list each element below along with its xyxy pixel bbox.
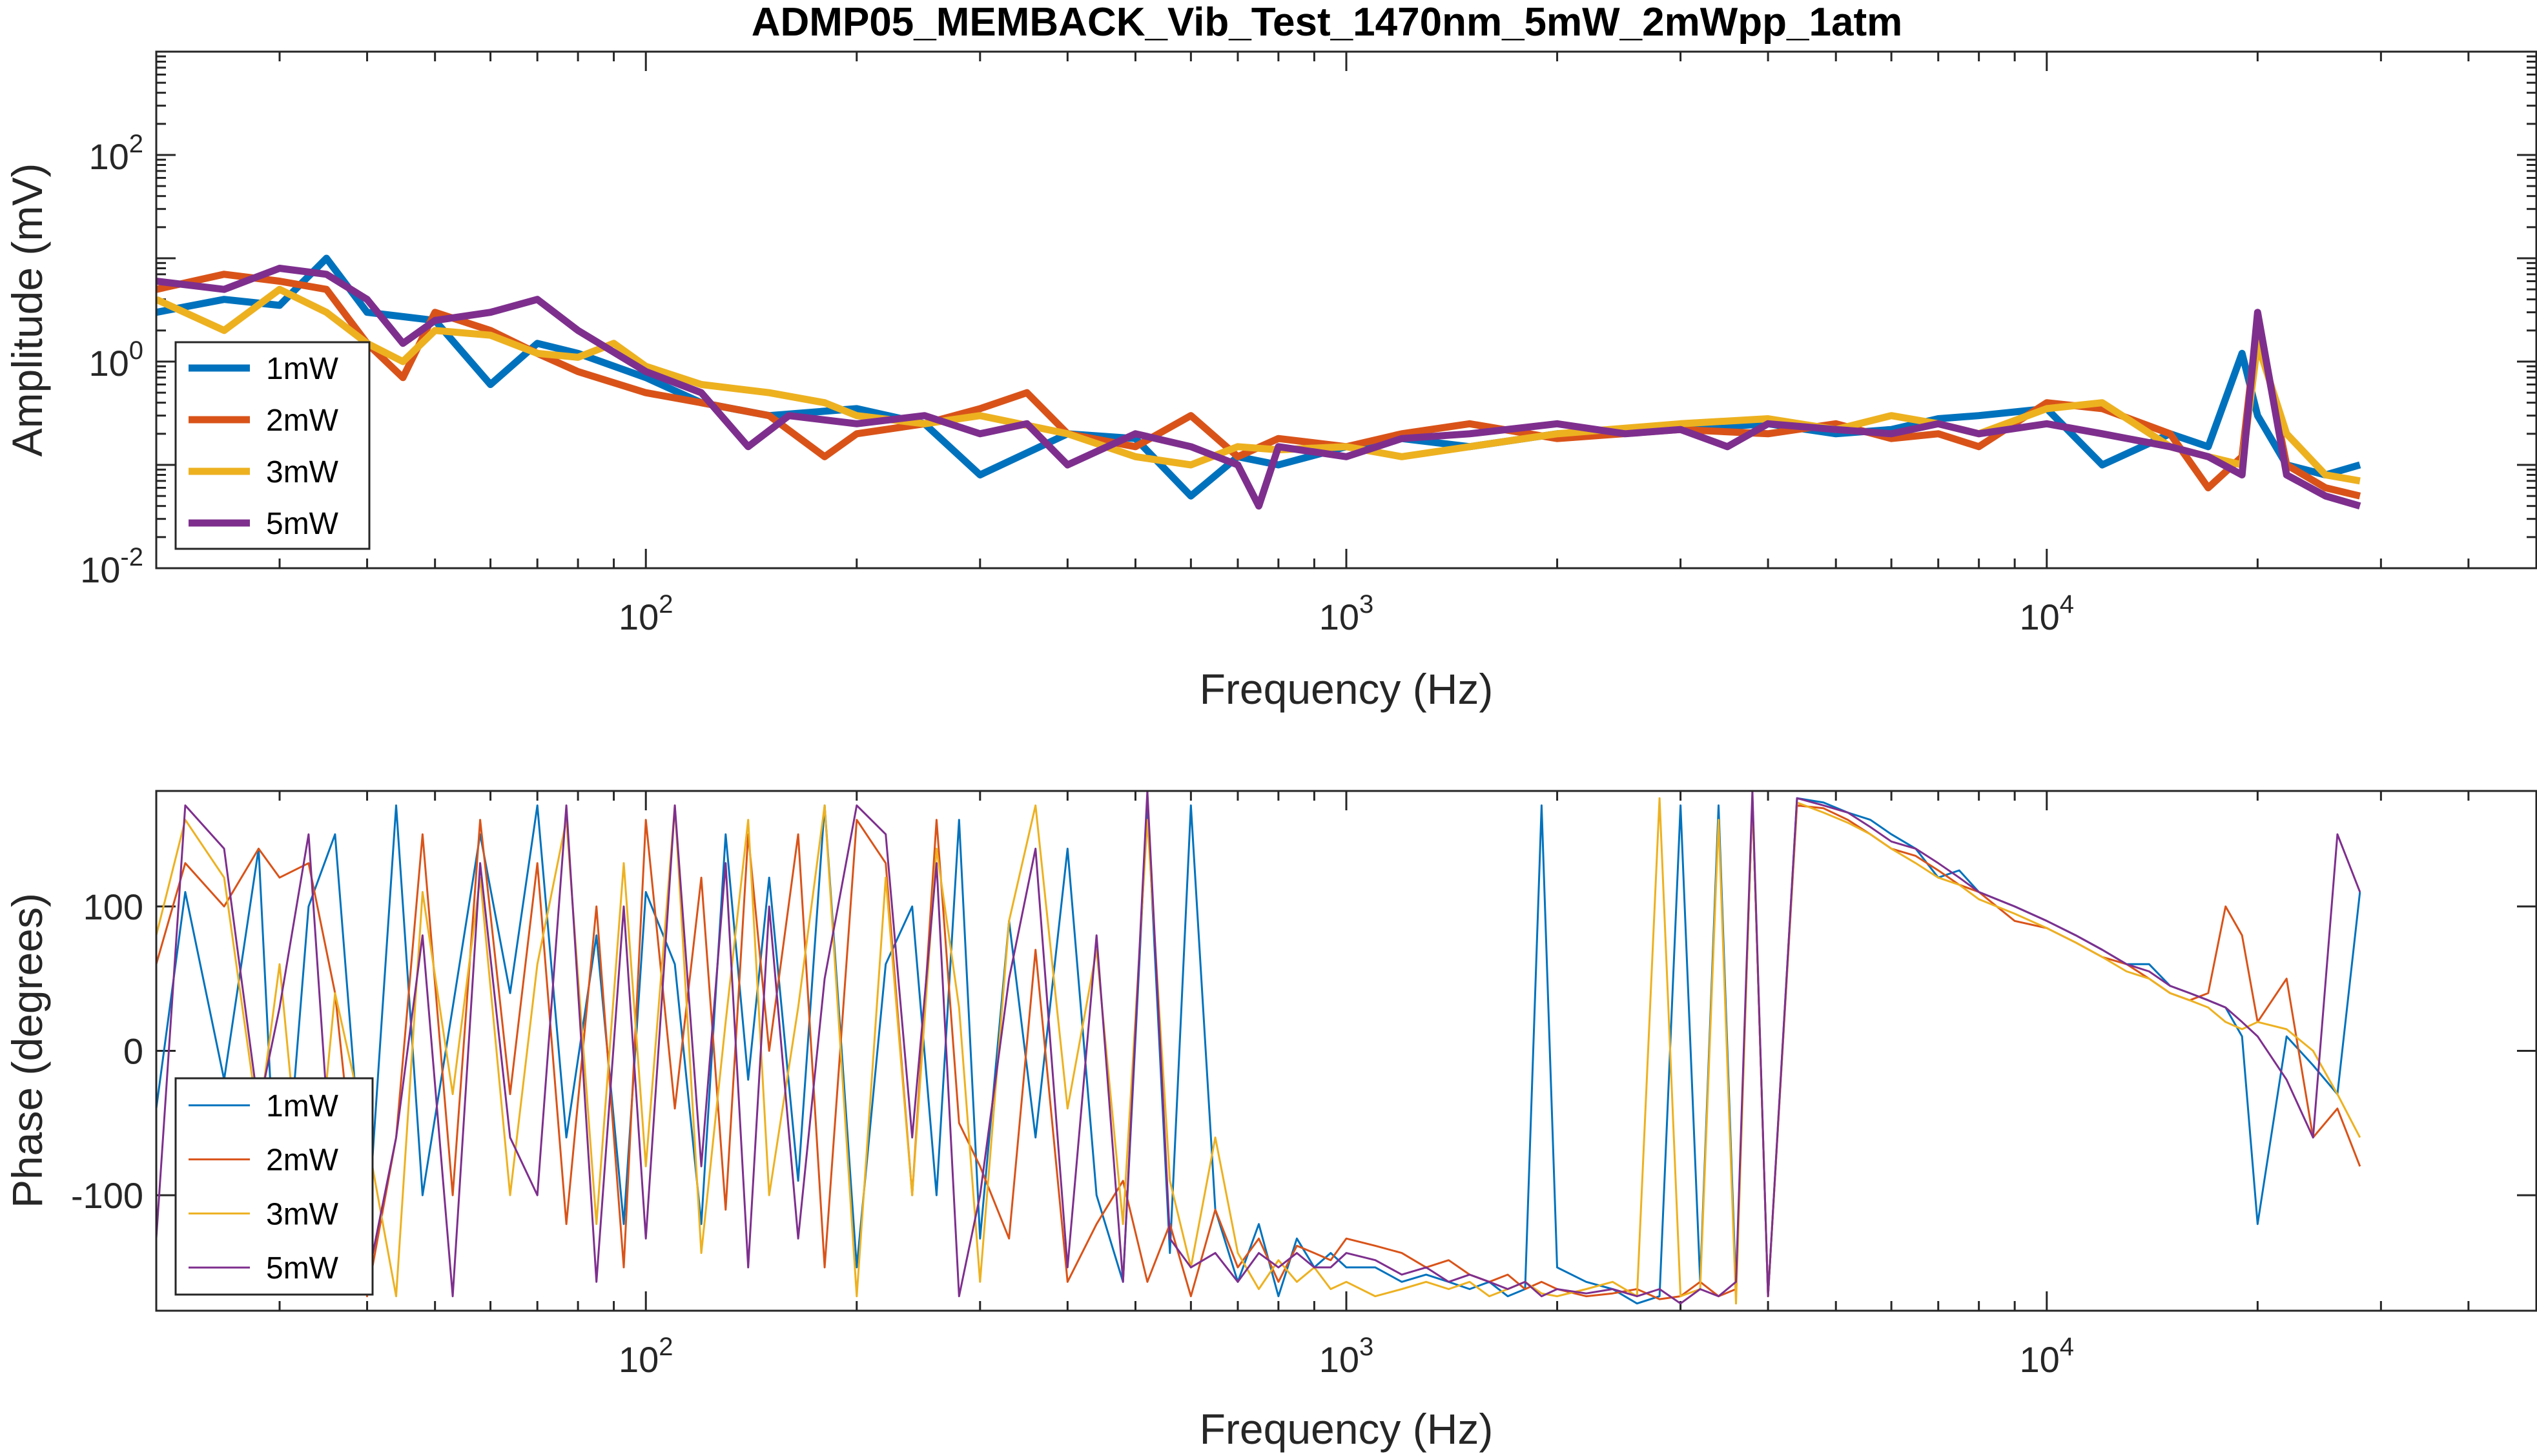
amplitude-plot: 102 103 104 10-2 100 102 Frequency (Hz) Ampli… — [3, 50, 2537, 713]
amplitude-xtick-label: 104 — [2020, 590, 2075, 637]
amplitude-series-5mW — [156, 265, 2361, 510]
amplitude-legend-label-2mW: 2mW — [266, 404, 339, 438]
phase-legend-label-1mW: 1mW — [266, 1089, 339, 1123]
phase-legend-label-5mW: 5mW — [266, 1251, 339, 1286]
phase-xtick-label: 102 — [619, 1333, 673, 1380]
amplitude-plot-area — [156, 52, 2536, 568]
amplitude-xlabel: Frequency (Hz) — [1200, 665, 1494, 713]
amplitude-legend: 1mW 2mW 3mW 5mW — [174, 341, 371, 550]
phase-legend-label-3mW: 3mW — [266, 1197, 339, 1231]
phase-legend: 1mW 2mW 3mW 5mW — [174, 1077, 374, 1296]
phase-ytick-label: 0 — [123, 1031, 143, 1072]
phase-legend-label-2mW: 2mW — [266, 1143, 339, 1178]
amplitude-legend-box — [174, 341, 371, 550]
phase-ticks: 102 103 104 -100 0 100 — [71, 791, 2537, 1380]
amplitude-ytick-label: 102 — [88, 130, 143, 177]
phase-series-5mW — [156, 791, 2361, 1305]
amplitude-xtick-label: 102 — [619, 590, 673, 637]
amplitude-legend-label-1mW: 1mW — [266, 352, 339, 386]
amplitude-ylabel: Amplitude (mV) — [3, 163, 51, 457]
phase-series-2mW — [156, 797, 2361, 1300]
phase-ylabel: Phase (degrees) — [3, 893, 51, 1208]
amplitude-xtick-label: 103 — [1319, 590, 1374, 637]
amplitude-ytick-label: 100 — [88, 336, 143, 384]
phase-legend-box — [174, 1077, 374, 1296]
phase-ytick-label: 100 — [83, 887, 143, 927]
amplitude-axes-box — [155, 50, 2537, 569]
phase-axes-box — [155, 790, 2537, 1312]
phase-lines — [156, 791, 2361, 1305]
phase-xlabel: Frequency (Hz) — [1200, 1405, 1494, 1453]
amplitude-legend-label-5mW: 5mW — [266, 507, 339, 541]
phase-plot-area — [156, 791, 2536, 1311]
phase-xtick-label: 103 — [1319, 1333, 1374, 1380]
amplitude-legend-label-3mW: 3mW — [266, 455, 339, 489]
figure-title: ADMP05_MEMBACK_Vib_Test_1470nm_5mW_2mWpp… — [752, 0, 1903, 45]
phase-plot: 102 103 104 -100 0 100 Frequency (Hz) Phase (… — [3, 790, 2537, 1453]
amplitude-ytick-label: 10-2 — [80, 543, 143, 590]
amplitude-ticks: 102 103 104 10-2 100 102 — [80, 50, 2537, 637]
amplitude-lines — [156, 254, 2361, 510]
phase-xtick-label: 104 — [2020, 1333, 2075, 1380]
phase-ytick-label: -100 — [71, 1175, 143, 1216]
phase-series-3mW — [156, 797, 2361, 1305]
